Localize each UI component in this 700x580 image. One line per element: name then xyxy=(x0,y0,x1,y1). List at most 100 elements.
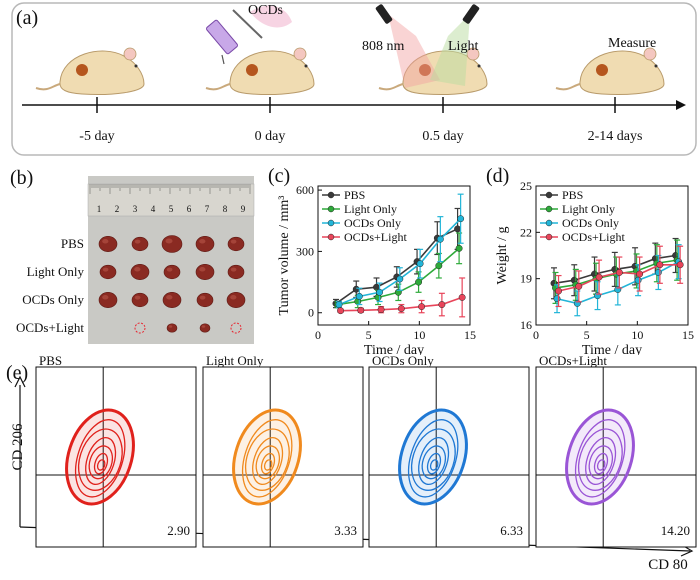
tumor-highlight xyxy=(230,239,237,244)
injection-label: OCDs xyxy=(248,3,283,18)
y-tick-label: 300 xyxy=(296,244,314,258)
group-label: OCDs Only xyxy=(22,292,84,307)
flow-plot-title: OCDs Only xyxy=(372,355,434,368)
x-tick-label: 10 xyxy=(413,328,425,342)
tumor-sample xyxy=(195,264,215,280)
data-point xyxy=(615,269,623,276)
tumor-sample xyxy=(196,292,214,308)
ruler xyxy=(87,183,255,217)
x-axis-label: Time / day xyxy=(364,343,424,355)
legend-marker xyxy=(327,219,335,227)
y-axis-label: Tumor volume / mm³ xyxy=(277,196,292,316)
tumor-sample xyxy=(161,235,183,253)
flow-plot-frame xyxy=(535,366,697,548)
missing-tumor-marker xyxy=(230,322,242,334)
tumor-highlight xyxy=(199,295,206,300)
tumor-highlight xyxy=(102,239,109,244)
measure-label: Measure xyxy=(608,36,656,51)
ruler-number: 2 xyxy=(115,204,120,214)
timeline-label: 2-14 days xyxy=(588,129,643,144)
tumor-highlight xyxy=(165,238,173,244)
legend-label: PBS xyxy=(344,188,365,202)
data-point xyxy=(594,292,602,300)
data-point xyxy=(377,306,385,314)
legend-marker xyxy=(327,233,335,241)
ruler-ticks xyxy=(89,184,251,194)
flow-plot-frame xyxy=(202,366,364,548)
x-tick-label: 0 xyxy=(315,328,321,342)
panel-b: (b) 1 2 3 4 5 6 7 8 9 PBS Light Only OCD… xyxy=(0,160,265,350)
data-point xyxy=(636,270,644,278)
contour-level xyxy=(421,445,447,480)
data-point xyxy=(654,269,662,276)
tumor-grid xyxy=(98,235,246,334)
flow-plot-title: OCDs+Light xyxy=(539,355,607,368)
legend-label: OCDs+Light xyxy=(562,230,625,244)
tumor-sample xyxy=(195,236,215,252)
timeline-label: -5 day xyxy=(79,129,114,144)
quadrant-value: 3.33 xyxy=(334,523,357,538)
quadrant-value: 2.90 xyxy=(167,523,190,538)
legend-label: PBS xyxy=(562,188,583,202)
contour-level xyxy=(77,428,123,491)
flow-plots: PBS 2.90 Light Only 3.33 OCDs Only 6.33 OCDs+L… xyxy=(35,353,697,548)
data-point xyxy=(337,307,344,315)
series-ocds-light xyxy=(337,277,466,318)
x-tick-label: 5 xyxy=(584,328,590,342)
panel-d-label: (d) xyxy=(486,165,509,187)
tumor-sample xyxy=(131,292,149,308)
data-point xyxy=(614,286,622,293)
ruler-number: 5 xyxy=(169,204,174,214)
y-axis-label: CD 206 xyxy=(10,423,26,471)
contour-level xyxy=(255,445,281,480)
tumor-highlight xyxy=(166,295,173,300)
contour-level xyxy=(252,436,284,485)
contour-level xyxy=(410,428,456,491)
contour-level xyxy=(577,428,623,491)
data-point xyxy=(634,276,642,284)
laser-icon xyxy=(375,4,480,88)
y-axis-label: Weight / g xyxy=(495,227,510,285)
syringe-icon xyxy=(206,5,292,65)
tumor-highlight xyxy=(102,267,109,272)
x-axis-label: Time / day xyxy=(582,343,642,355)
data-point xyxy=(357,306,365,314)
y-tick-label: 25 xyxy=(520,179,532,193)
plot-frame xyxy=(535,185,689,326)
mouse-icon xyxy=(35,47,145,95)
contour-level xyxy=(574,419,626,498)
series-ocds-light xyxy=(555,245,684,308)
data-point xyxy=(676,261,684,269)
panel-e-label: (e) xyxy=(6,362,28,384)
panel-a-label: (a) xyxy=(16,7,38,29)
legend-marker xyxy=(545,191,553,199)
data-point xyxy=(352,285,360,293)
contour-level xyxy=(263,459,273,471)
y-tick-label: 19 xyxy=(520,272,532,286)
data-point xyxy=(396,275,404,283)
panel-b-canvas: (b) 1 2 3 4 5 6 7 8 9 PBS Light Only OCD… xyxy=(10,167,255,344)
mouse-icon xyxy=(555,47,665,95)
data-point xyxy=(595,273,603,281)
tumor-highlight xyxy=(230,295,237,300)
flow-plot-title: PBS xyxy=(39,355,62,368)
x-tick-label: 15 xyxy=(464,328,476,342)
tumor-highlight xyxy=(168,325,173,328)
ruler-number: 8 xyxy=(223,204,228,214)
tumor-highlight xyxy=(166,267,173,272)
timeline-label: 0.5 day xyxy=(422,129,463,144)
tumor-sample xyxy=(131,236,149,252)
data-point xyxy=(458,293,466,301)
y-arrow-icon xyxy=(14,375,26,388)
contour-level xyxy=(593,452,609,475)
tumor-sample xyxy=(162,292,182,308)
panel-a-frame xyxy=(11,2,697,156)
tumor-sample xyxy=(130,264,150,280)
panel-b-label: (b) xyxy=(10,167,33,189)
panel-e: (e) CD 206 CD 80 PBS 2.90 Light Only 3.33 OC… xyxy=(0,353,700,575)
tumor-sample xyxy=(166,323,178,333)
contour-level xyxy=(85,436,117,485)
ruler-numbers: 1 2 3 4 5 6 7 8 9 xyxy=(97,204,246,214)
